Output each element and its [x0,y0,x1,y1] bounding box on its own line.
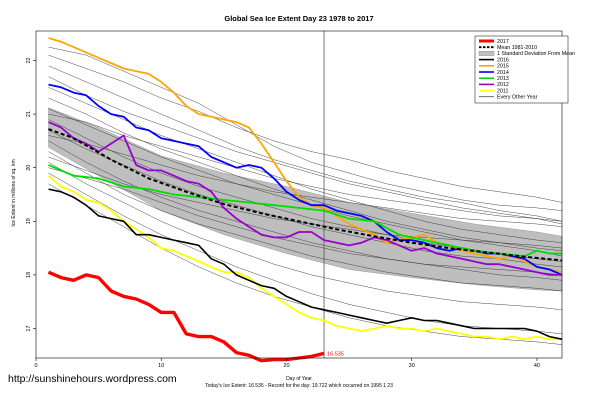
x-tick-label: 10 [158,363,164,369]
mean-line [48,128,563,262]
other-year-line-18 [48,167,563,276]
other-year-line-5 [48,87,563,243]
y-axis-label: Ice Extent in millions of sq. km [11,159,17,226]
series-line-2015 [48,37,563,274]
other-year-line-17 [48,113,563,222]
axes: 0 10 20 30 40 17 18 19 20 21 22 [26,30,563,369]
legend-label: Mean 1981-2010 [497,45,537,51]
source-url: http://sunshinehours.wordpress.com [8,373,177,385]
legend-label: 2014 [497,70,509,76]
other-year-line-16 [48,135,563,227]
x-tick-label: 30 [409,363,415,369]
legend-label: 2011 [497,88,508,94]
series-line-2016 [48,188,563,340]
y-tick-label: 22 [26,57,32,63]
x-tick-label: 0 [34,363,37,369]
other-year-line-2 [48,54,563,203]
x-tick-label: 20 [283,363,289,369]
legend-label: 2013 [497,76,509,82]
legend-label: 2016 [497,57,509,63]
legend-box [474,35,569,104]
x-axis-label: Day of Year [286,376,312,382]
legend-swatch [478,51,495,56]
footer-caption: Today's Ice Extent: 16.535 - Record for … [205,383,393,389]
other-year-line-12 [48,162,563,311]
y-tick-label: 20 [26,165,32,171]
series-line-2013 [48,164,562,257]
plot-frame [35,30,563,359]
other-year-line-9 [48,129,563,268]
series-line-2017 [47,270,325,363]
legend-label: 1 Standard Deviation From Mean [497,51,575,57]
other-year-line-3 [48,65,563,222]
other-year-line-4 [48,76,563,225]
other-year-line-10 [48,140,563,281]
end-value-label: 16.535 [327,351,344,357]
legend-label: 2015 [497,64,509,70]
other-year-line-6 [48,97,563,252]
y-tick-label: 17 [26,325,32,331]
y-tick-label: 19 [26,218,32,224]
series-line-2011 [47,175,562,341]
legend-label: Every Other Year [497,95,538,101]
plot-area: 16.535 [47,31,563,363]
legend-label: 2017 [497,39,509,45]
series-line-2012 [48,121,562,276]
y-tick-label: 18 [26,272,32,278]
legend-label: 2012 [497,82,509,88]
x-tick-label: 40 [534,363,540,369]
y-tick-label: 21 [26,111,32,117]
other-year-line-13 [48,172,563,335]
chart-title: Global Sea Ice Extent Day 23 1978 to 201… [224,14,373,23]
other-year-line-1 [48,46,563,211]
other-year-line-11 [48,151,563,292]
